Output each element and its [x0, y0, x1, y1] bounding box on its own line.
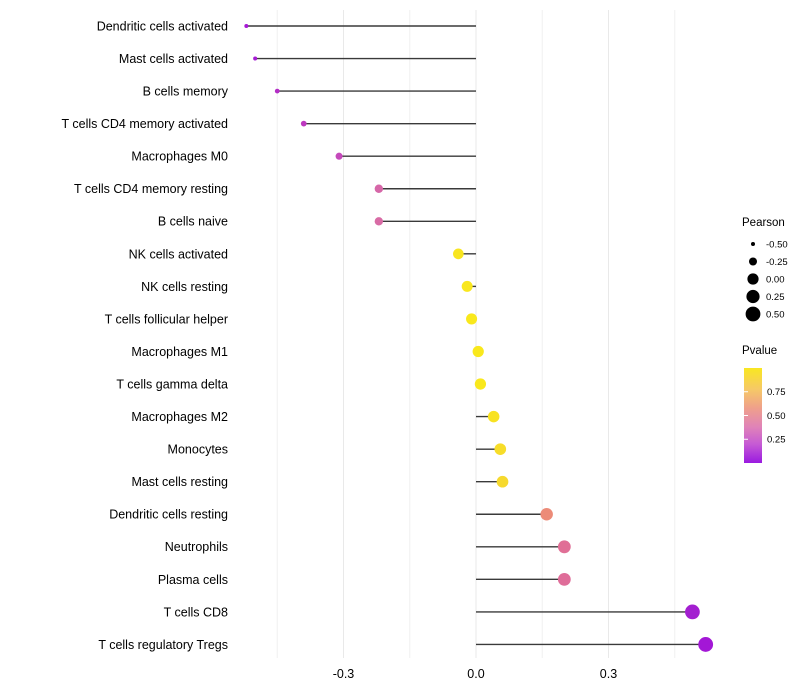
y-axis-labels: Dendritic cells activated Mast cells acti… — [62, 19, 229, 651]
pvalue-color-bar — [744, 368, 762, 463]
y-axis-label: Plasma cells — [158, 573, 228, 587]
data-point[interactable] — [474, 378, 487, 390]
pearson-legend-label: 0.50 — [766, 309, 785, 320]
data-point[interactable] — [374, 217, 384, 226]
data-point[interactable] — [452, 248, 464, 260]
pearson-legend-swatch — [745, 306, 761, 322]
y-axis-label: T cells regulatory Tregs — [98, 638, 228, 652]
data-point[interactable] — [540, 508, 553, 521]
y-axis-label: Mast cells activated — [119, 52, 228, 66]
data-point[interactable] — [300, 120, 307, 127]
y-axis-label: Monocytes — [168, 443, 228, 457]
y-axis-label: B cells naive — [158, 215, 228, 229]
y-axis-label: Macrophages M0 — [131, 150, 228, 164]
y-axis-label: Macrophages M1 — [131, 345, 228, 359]
data-point[interactable] — [466, 313, 478, 325]
y-axis-label: T cells CD4 memory activated — [62, 117, 229, 131]
data-point[interactable] — [335, 152, 343, 160]
pearson-legend-swatch — [751, 242, 755, 246]
x-axis-tick-labels: -0.3 0.0 0.3 — [333, 667, 618, 681]
data-point[interactable] — [472, 345, 484, 358]
data-point[interactable] — [244, 24, 249, 28]
stem-lines — [246, 25, 706, 646]
pvalue-legend-label: 0.25 — [767, 435, 786, 446]
y-axis-label: NK cells resting — [141, 280, 228, 294]
y-axis-label: Mast cells resting — [131, 475, 228, 489]
pearson-legend-label: -0.50 — [766, 239, 788, 250]
grid-lines — [276, 10, 676, 658]
pvalue-legend-label: 0.50 — [767, 411, 786, 422]
pearson-legend-label: 0.25 — [766, 292, 785, 303]
pearson-legend-label: 0.00 — [766, 274, 785, 285]
y-axis-label: Macrophages M2 — [131, 410, 228, 424]
y-axis-label: T cells gamma delta — [116, 377, 228, 391]
y-axis-label: NK cells activated — [129, 247, 228, 261]
x-axis-tick-label: 0.3 — [600, 667, 617, 681]
y-axis-label: Dendritic cells activated — [97, 19, 228, 33]
pvalue-legend-title: Pvalue — [742, 345, 777, 357]
pearson-size-legend: Pearson -0.50 -0.25 0.00 0.25 0.50 — [742, 217, 788, 322]
data-point[interactable] — [461, 280, 473, 292]
x-axis-tick-label: -0.3 — [333, 667, 355, 681]
data-points — [244, 24, 714, 652]
y-axis-label: B cells memory — [143, 85, 229, 99]
pearson-legend-swatch — [746, 289, 760, 304]
data-point[interactable] — [487, 410, 500, 423]
pvalue-legend-label: 0.75 — [767, 387, 786, 398]
pearson-legend-title: Pearson — [742, 217, 785, 229]
y-axis-label: T cells CD4 memory resting — [74, 182, 228, 196]
data-point[interactable] — [557, 540, 571, 554]
y-axis-label: T cells follicular helper — [105, 312, 228, 326]
data-point[interactable] — [494, 443, 507, 455]
pearson-legend-swatch — [749, 257, 757, 266]
pearson-legend-label: -0.25 — [766, 257, 788, 268]
data-point[interactable] — [374, 184, 384, 193]
data-point[interactable] — [253, 56, 258, 61]
data-point[interactable] — [557, 572, 571, 586]
y-axis-label: Neutrophils — [165, 540, 228, 554]
y-axis-label: Dendritic cells resting — [109, 508, 228, 522]
data-point[interactable] — [496, 475, 509, 488]
data-point[interactable] — [698, 637, 714, 652]
data-point[interactable] — [685, 604, 700, 620]
x-axis-tick-label: 0.0 — [467, 667, 484, 681]
data-point[interactable] — [274, 88, 280, 94]
y-axis-label: T cells CD8 — [164, 605, 228, 619]
pearson-legend-swatch — [747, 273, 759, 285]
pvalue-color-legend: Pvalue 0.75 0.50 0.25 — [742, 345, 786, 463]
